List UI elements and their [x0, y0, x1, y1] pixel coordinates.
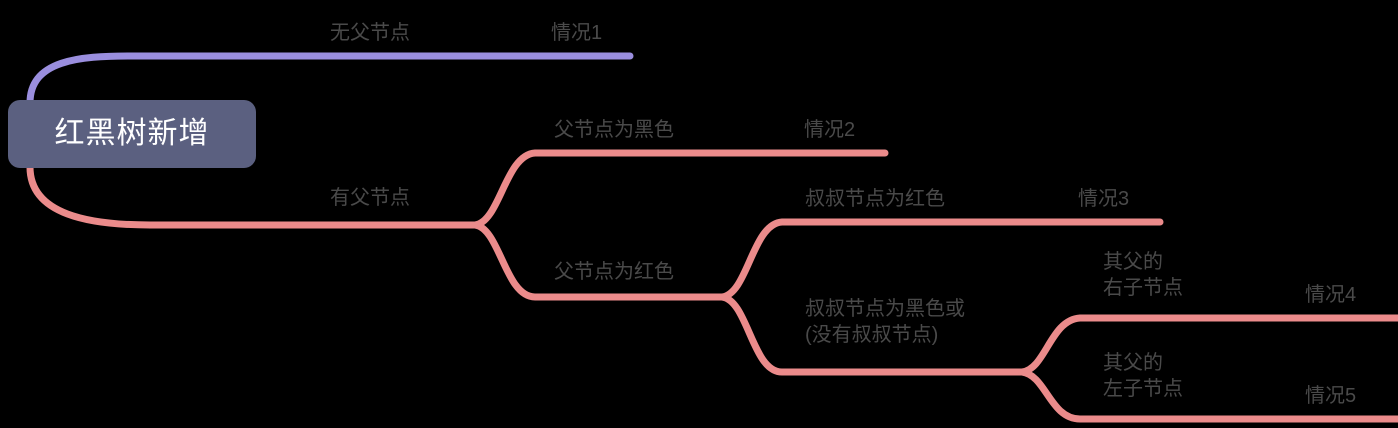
branch-parent-left-child [1018, 368, 1398, 423]
edge-label-uncle-black-line2: (没有叔叔节点) [805, 324, 939, 346]
edge-label-parent-right-child-line1: 其父的 [1103, 251, 1163, 273]
edge-label-uncle-black-line1: 叔叔节点为黑色或 [805, 298, 965, 320]
edge-label-parent-right-child-line2: 右子节点 [1103, 277, 1183, 299]
edge-label-uncle-red: 叔叔节点为红色 [805, 188, 945, 210]
leaf-label-case5: 情况5 [1305, 385, 1357, 407]
branch-uncle-black [718, 293, 1026, 376]
leaf-label-case2: 情况2 [804, 119, 856, 141]
branch-no-parent [26, 52, 634, 107]
edge-label-parent-red: 父节点为红色 [554, 261, 674, 283]
edge-label-uncle-black: 叔叔节点为黑色或 (没有叔叔节点) [805, 296, 965, 348]
branch-uncle-red [718, 218, 1164, 301]
branch-parent-right-child [1018, 314, 1398, 376]
leaf-label-case1: 情况1 [551, 22, 603, 44]
edge-label-parent-left-child-line2: 左子节点 [1103, 378, 1183, 400]
edge-label-has-parent: 有父节点 [330, 187, 410, 209]
edge-label-parent-black: 父节点为黑色 [554, 119, 674, 141]
root-node[interactable]: 红黑树新增 [8, 100, 256, 168]
leaf-label-case4: 情况4 [1305, 284, 1357, 306]
edge-label-parent-left-child-line1: 其父的 [1103, 352, 1163, 374]
edge-label-parent-right-child: 其父的 右子节点 [1103, 249, 1183, 301]
branch-parent-red [471, 221, 726, 301]
leaf-label-case3: 情况3 [1078, 188, 1130, 210]
root-node-label: 红黑树新增 [54, 117, 210, 150]
edge-label-no-parent: 无父节点 [330, 22, 410, 44]
branch-parent-black [471, 149, 889, 229]
edge-label-parent-left-child: 其父的 左子节点 [1103, 350, 1183, 402]
branch-has-parent [26, 163, 479, 229]
